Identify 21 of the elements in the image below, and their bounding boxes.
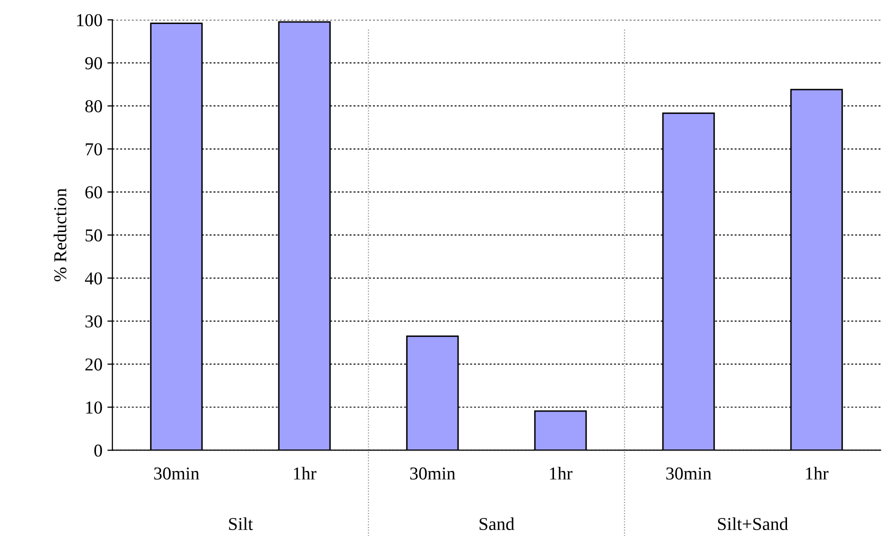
y-tick-label: 60 (85, 186, 102, 198)
text: Silt (229, 517, 253, 530)
x-tick-label: 30min (666, 467, 712, 480)
y-tick-label: 70 (86, 143, 102, 156)
y-tick-label: 30 (85, 315, 102, 328)
y-tick-label: 80 (85, 100, 102, 112)
y-tick-label: 20 (85, 358, 102, 371)
y-tick-label: 40 (84, 272, 102, 285)
x-tick-label: 1hr (294, 466, 316, 480)
x-tick-label: 30min (154, 467, 200, 480)
y-tick-label: 90 (85, 57, 102, 70)
text: Sand (480, 517, 514, 530)
y-axis-title: % Reduction (54, 188, 66, 282)
x-tick-label: 1hr (550, 466, 572, 480)
y-tick-label: 10 (86, 401, 102, 414)
x-tick-label: 1hr (806, 466, 828, 480)
text: Silt+Sand (718, 517, 788, 530)
y-tick-label: 100 (77, 14, 102, 26)
y-tick-label: 0 (94, 444, 102, 457)
y-tick-label: 50 (86, 229, 102, 242)
x-tick-label: 30min (410, 467, 456, 480)
